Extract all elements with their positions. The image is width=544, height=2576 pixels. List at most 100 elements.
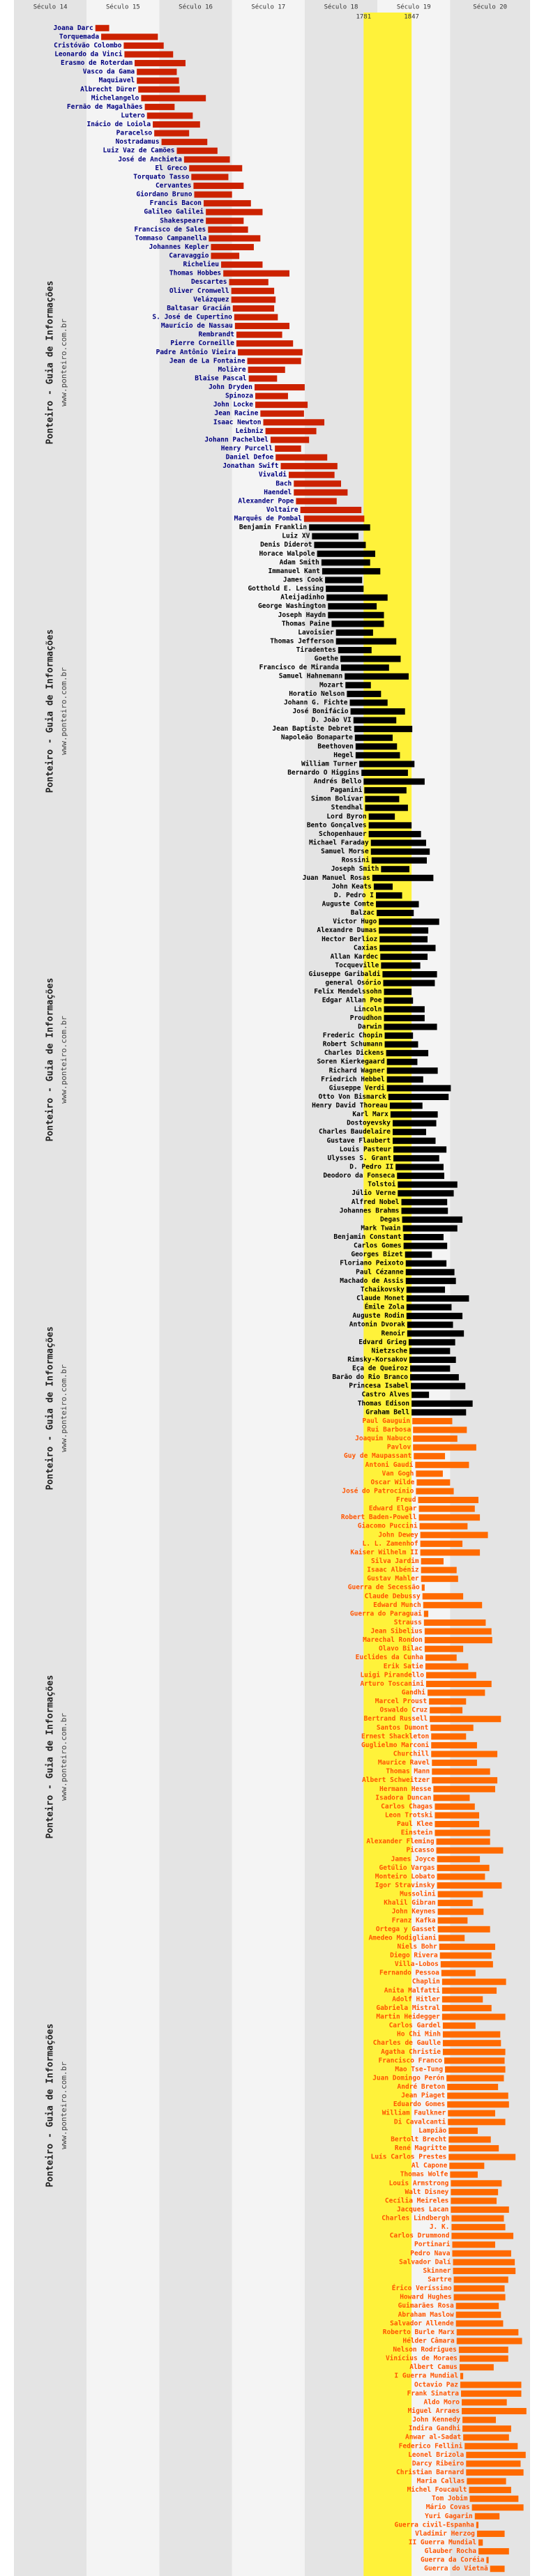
person-name: Freud [396, 1496, 416, 1504]
person-name: Isaac Albéniz [367, 1567, 419, 1574]
person-name: John Keynes [392, 1908, 436, 1916]
lifespan-bar [255, 393, 288, 399]
person-name: Samuel Hahnemann [279, 673, 343, 680]
person-name: Thomas Jefferson [270, 637, 334, 645]
lifespan-bar [379, 918, 439, 925]
century-band [159, 0, 232, 2576]
person-name: Isaac Newton [213, 418, 262, 426]
lifespan-bar [453, 2285, 505, 2292]
lifespan-bar [365, 795, 400, 802]
person-name: Giuseppe Garibaldi [308, 970, 380, 978]
lifespan-bar [420, 1540, 463, 1547]
lifespan-bar [221, 261, 263, 268]
person-name: Haendel [264, 489, 292, 496]
lifespan-bar [462, 2425, 511, 2432]
person-name: Guerra de Secessão [348, 1584, 420, 1592]
lifespan-bar [411, 1409, 467, 1416]
lifespan-bar [410, 1374, 459, 1381]
person-name: John Keats [332, 883, 372, 890]
person-name: Spinoza [225, 393, 253, 400]
person-name: Strauss [394, 1619, 422, 1626]
watermark-title: Ponteiro - Guia de Informações [45, 630, 56, 793]
person-name: Proudhon [350, 1014, 382, 1022]
person-name: Portinari [414, 2241, 451, 2248]
lifespan-bar [452, 2250, 511, 2257]
person-name: Schopenhauer [319, 830, 367, 838]
lifespan-bar [234, 323, 290, 330]
century-label: Século 14 [33, 3, 68, 11]
lifespan-bar [354, 726, 413, 733]
person-name: Getúlio Vargas [379, 1864, 435, 1872]
century-label: Século 19 [397, 3, 431, 11]
watermark-url: www.ponteiro.com.br [59, 2061, 68, 2149]
person-name: Yuri Gagarin [425, 2513, 473, 2520]
person-name: Luiz Vaz de Camões [103, 147, 175, 155]
lifespan-bar [146, 112, 193, 119]
person-name: John Locke [213, 401, 253, 409]
lifespan-bar [437, 1873, 485, 1880]
lifespan-bar [335, 629, 373, 636]
person-name: Luís Carlos Prestes [371, 2154, 447, 2161]
lifespan-bar [448, 2119, 506, 2126]
lifespan-bar [442, 2040, 501, 2047]
person-name: Gabriela Mistral [376, 2004, 440, 2012]
lifespan-bar [229, 279, 269, 286]
person-name: Beethoven [317, 742, 353, 750]
person-name: Nietzsche [372, 1347, 408, 1355]
person-name: Vinícius de Moraes [386, 2355, 458, 2363]
person-name: Carlos Chagas [381, 1803, 432, 1811]
lifespan-bar [466, 2469, 524, 2476]
lifespan-bar [423, 1619, 486, 1626]
person-name: Leibniz [236, 427, 264, 435]
lifespan-bar [101, 33, 158, 40]
person-name: Nelson Rodrigues [393, 2346, 457, 2354]
lifespan-bar [154, 130, 190, 137]
person-name: Mark Twain [361, 1224, 400, 1232]
lifespan-bar [421, 1557, 444, 1565]
person-name: Charles Dickens [324, 1049, 384, 1057]
lifespan-bar [296, 498, 337, 505]
lifespan-bar [439, 1952, 492, 1959]
person-name: Nostradamus [116, 138, 160, 146]
lifespan-bar [137, 68, 177, 75]
person-name: Pavlov [387, 1444, 411, 1451]
lifespan-bar [347, 690, 381, 697]
person-name: Louis Pasteur [340, 1145, 392, 1153]
person-name: Alexander Pope [238, 497, 294, 505]
lifespan-bar [425, 1663, 469, 1670]
lifespan-bar [372, 874, 434, 881]
lifespan-bar [335, 638, 397, 645]
person-name: George Washington [258, 602, 326, 610]
lifespan-bar [231, 296, 276, 303]
lifespan-bar [418, 1514, 481, 1521]
lifespan-bar [275, 454, 328, 461]
person-name: Frederic Chopin [323, 1032, 383, 1039]
person-name: Santos Dumont [377, 1724, 428, 1732]
person-name: Franz Kafka [392, 1916, 436, 1924]
person-name: Tocqueville [335, 961, 379, 969]
person-name: Arturo Toscanini [360, 1680, 424, 1688]
lifespan-bar [371, 857, 427, 864]
lifespan-bar [338, 647, 372, 654]
lifespan-bar [312, 533, 359, 540]
person-name: Skinner [423, 2267, 451, 2275]
lifespan-bar [459, 2364, 494, 2371]
person-name: Miguel Arraes [408, 2407, 460, 2415]
person-name: II Guerra Mundial [409, 2539, 477, 2547]
lifespan-bar [193, 182, 244, 190]
person-name: James Cook [283, 577, 323, 584]
lifespan-bar [365, 805, 408, 811]
person-name: Oswaldo Cruz [380, 1707, 428, 1714]
lifespan-bar [263, 419, 325, 426]
person-name: Erik Satie [384, 1663, 423, 1670]
person-name: Adam Smith [280, 558, 319, 566]
person-name: Monteiro Lobato [375, 1873, 435, 1880]
lifespan-bar [425, 1680, 492, 1687]
person-name: Robert Schumann [323, 1041, 383, 1049]
person-name: Johann G. Fichte [284, 699, 348, 706]
lifespan-bar [406, 1313, 463, 1320]
person-name: Christian Barnard [396, 2469, 464, 2476]
lifespan-bar [355, 752, 400, 759]
person-name: Caravaggio [169, 252, 209, 260]
lifespan-bar [364, 787, 407, 794]
